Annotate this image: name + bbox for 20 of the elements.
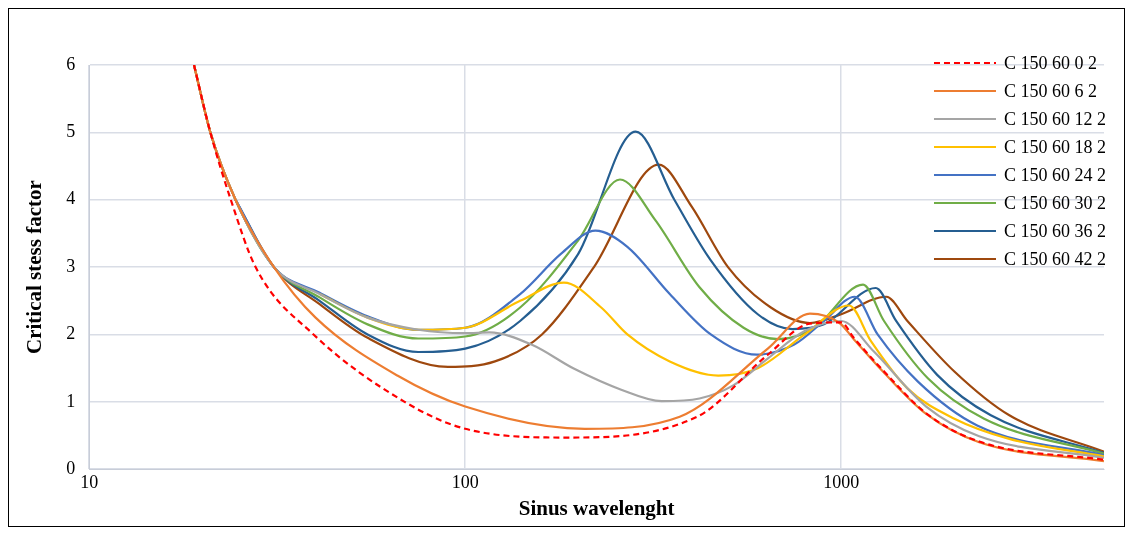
legend-label: C 150 60 42 2 bbox=[1003, 248, 1107, 269]
y-tick-label: 1 bbox=[66, 390, 76, 411]
y-axis-title: Critical stess factor bbox=[22, 180, 47, 354]
legend-label: C 150 60 12 2 bbox=[1003, 108, 1107, 129]
legend-label: C 150 60 18 2 bbox=[1003, 136, 1107, 157]
y-tick-label: 5 bbox=[66, 121, 76, 142]
legend-label: C 150 60 24 2 bbox=[1003, 164, 1107, 185]
x-axis-title: Sinus wavelenght bbox=[518, 495, 675, 520]
y-tick-label: 6 bbox=[66, 53, 76, 74]
legend-label: C 150 60 30 2 bbox=[1003, 192, 1107, 213]
x-tick-label: 100 bbox=[451, 471, 479, 492]
x-tick-label: 10 bbox=[80, 471, 99, 492]
x-tick-label: 1000 bbox=[823, 471, 860, 492]
y-tick-label: 2 bbox=[66, 323, 76, 344]
y-tick-label: 4 bbox=[66, 188, 76, 209]
legend-label: C 150 60 36 2 bbox=[1003, 220, 1107, 241]
y-tick-label: 0 bbox=[66, 457, 76, 478]
y-tick-label: 3 bbox=[66, 255, 76, 276]
legend-label: C 150 60 6 2 bbox=[1003, 80, 1098, 101]
legend-label: C 150 60 0 2 bbox=[1003, 52, 1098, 73]
